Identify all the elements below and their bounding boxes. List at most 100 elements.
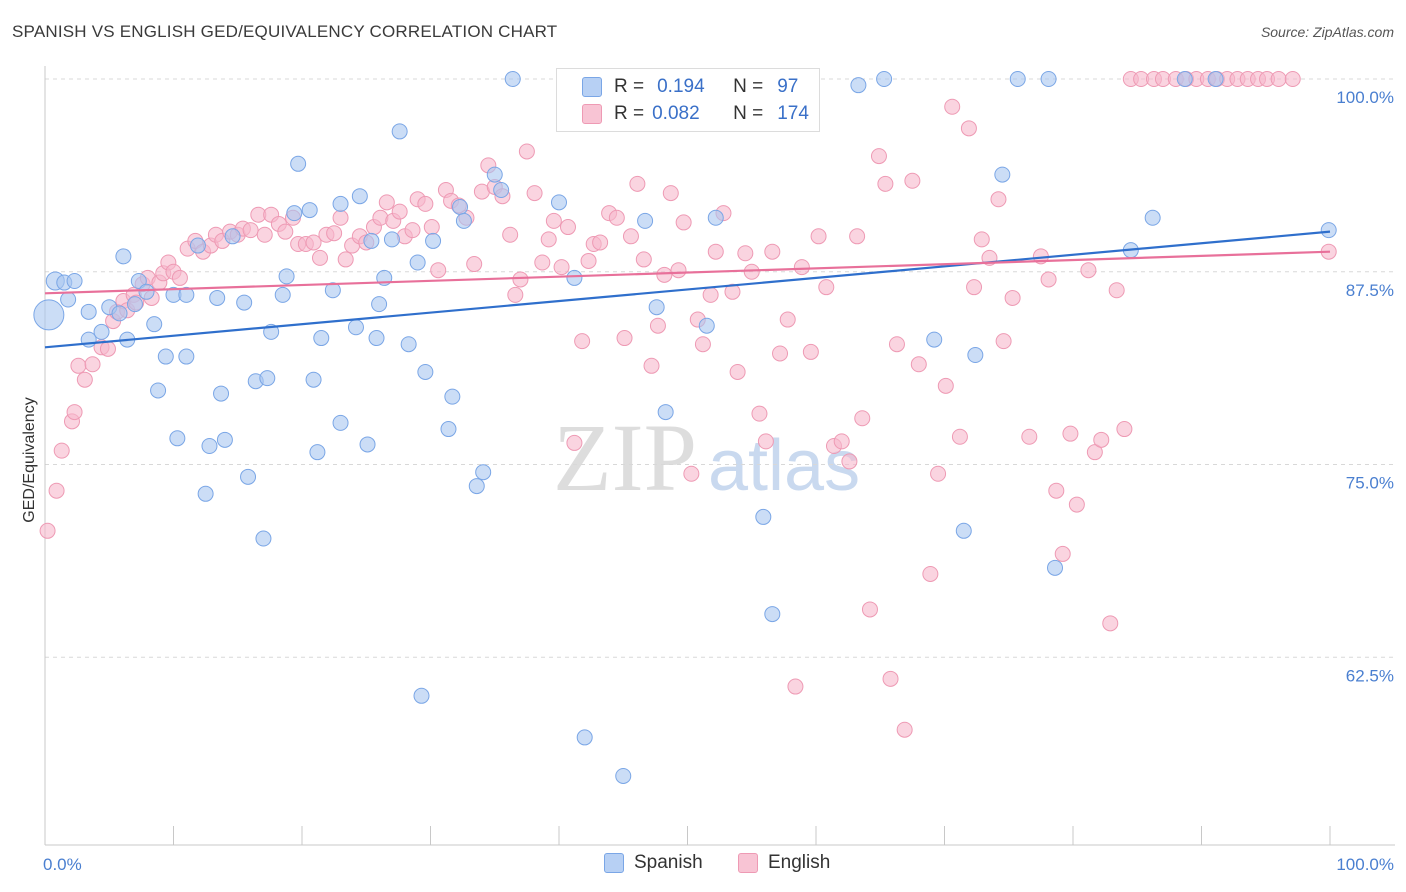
bottom-legend-english: English (738, 852, 830, 874)
english-point-55 (391, 203, 408, 220)
english-point-122 (854, 410, 871, 427)
english-trend-line (44, 250, 1331, 295)
watermark-zip: ZIP (553, 404, 697, 511)
english-point-134 (944, 98, 961, 115)
spanish-point-19 (169, 430, 186, 447)
spanish-point-28 (224, 228, 241, 245)
english-point-129 (904, 172, 921, 189)
spanish-point-43 (324, 282, 341, 299)
spanish-point-20 (178, 348, 195, 365)
english-point-143 (1021, 428, 1038, 445)
spanish-point-41 (309, 444, 326, 461)
spanish-point-86 (955, 522, 972, 539)
english-point-87 (608, 209, 625, 226)
english-point-107 (743, 263, 760, 280)
spanish-point-47 (351, 188, 368, 205)
english-point-104 (724, 283, 741, 300)
spanish-point-68 (504, 71, 521, 87)
english-point-89 (622, 228, 639, 245)
english-point-9 (99, 340, 116, 357)
english-point-171 (1284, 71, 1301, 87)
bottom-legend-english-label: English (768, 852, 831, 873)
english-point-133 (937, 377, 954, 394)
spanish-swatch (582, 77, 602, 97)
english-point-138 (973, 231, 990, 248)
english-point-117 (818, 279, 835, 296)
y-tick-label-1: 87.5% (1346, 281, 1394, 300)
english-point-2 (53, 442, 70, 459)
spanish-point-66 (486, 166, 503, 183)
english-point-47 (337, 251, 354, 268)
spanish-point-87 (967, 347, 984, 364)
english-point-170 (1270, 71, 1287, 87)
spanish-point-93 (1144, 209, 1161, 226)
english-point-121 (849, 228, 866, 245)
y-axis-label: GED/Equivalency (21, 397, 38, 522)
spanish-point-56 (409, 254, 426, 271)
english-point-98 (683, 465, 700, 482)
english-point-6 (76, 371, 93, 388)
english-point-153 (1102, 615, 1119, 632)
english-point-82 (574, 333, 591, 350)
spanish-point-89 (1009, 71, 1026, 87)
spanish-point-16 (150, 382, 167, 399)
spanish-point-69 (551, 194, 567, 211)
spanish-point-55 (400, 336, 417, 353)
spanish-point-67 (493, 182, 510, 199)
spanish-point-49 (363, 232, 380, 249)
english-point-45 (326, 225, 343, 242)
spanish-point-29 (236, 294, 253, 311)
english-point-78 (545, 212, 562, 229)
english-point-80 (559, 219, 576, 236)
spanish-point-80 (755, 508, 772, 525)
spanish-point-48 (359, 436, 376, 453)
bottom-english-swatch (738, 853, 758, 873)
english-point-150 (1080, 262, 1097, 279)
english-point-75 (526, 185, 543, 202)
spanish-point-91 (1047, 559, 1064, 576)
english-point-77 (540, 231, 557, 248)
spanish-point-51 (371, 296, 388, 313)
english-point-43 (311, 249, 328, 266)
spanish-point-78 (707, 209, 724, 226)
english-point-147 (1054, 545, 1071, 562)
y-tick-label-3: 62.5% (1346, 666, 1394, 685)
english-point-5 (70, 357, 87, 374)
english-point-38 (277, 223, 294, 240)
spanish-point-36 (278, 268, 295, 285)
x-tick-right: 100.0% (1336, 855, 1394, 874)
spanish-point-46 (347, 319, 364, 336)
english-point-76 (534, 254, 551, 271)
spanish-point-74 (637, 212, 654, 229)
spanish-point-4 (60, 291, 77, 308)
legend-row-english: R = 0.082 N = 174 (557, 101, 809, 127)
spanish-point-44 (332, 195, 349, 212)
english-point-110 (764, 243, 781, 260)
spanish-point-12 (126, 296, 143, 313)
spanish-point-61 (444, 388, 461, 405)
english-point-114 (793, 259, 810, 276)
english-point-148 (1062, 425, 1079, 442)
english-point-35 (256, 226, 273, 243)
spanish-point-59 (425, 232, 442, 249)
english-point-23 (171, 269, 188, 286)
english-n-label: N = (733, 103, 764, 124)
english-point-145 (1040, 271, 1057, 288)
english-point-102 (707, 243, 724, 260)
english-point-60 (423, 219, 440, 236)
english-r-value: 0.082 (652, 103, 700, 124)
english-point-142 (1004, 289, 1021, 306)
english-point-101 (702, 286, 719, 303)
english-point-81 (566, 434, 583, 451)
spanish-point-77 (698, 317, 715, 334)
y-tick-label-2: 75.0% (1346, 474, 1394, 493)
english-point-112 (779, 311, 796, 328)
english-point-120 (841, 453, 858, 470)
english-r-label: R = (614, 103, 645, 124)
english-point-66 (466, 256, 483, 273)
english-point-74 (518, 143, 535, 160)
spanish-n-value: 97 (777, 76, 799, 97)
english-point-149 (1068, 496, 1085, 513)
legend-row-spanish: R = 0.194 N = 97 (557, 74, 798, 100)
